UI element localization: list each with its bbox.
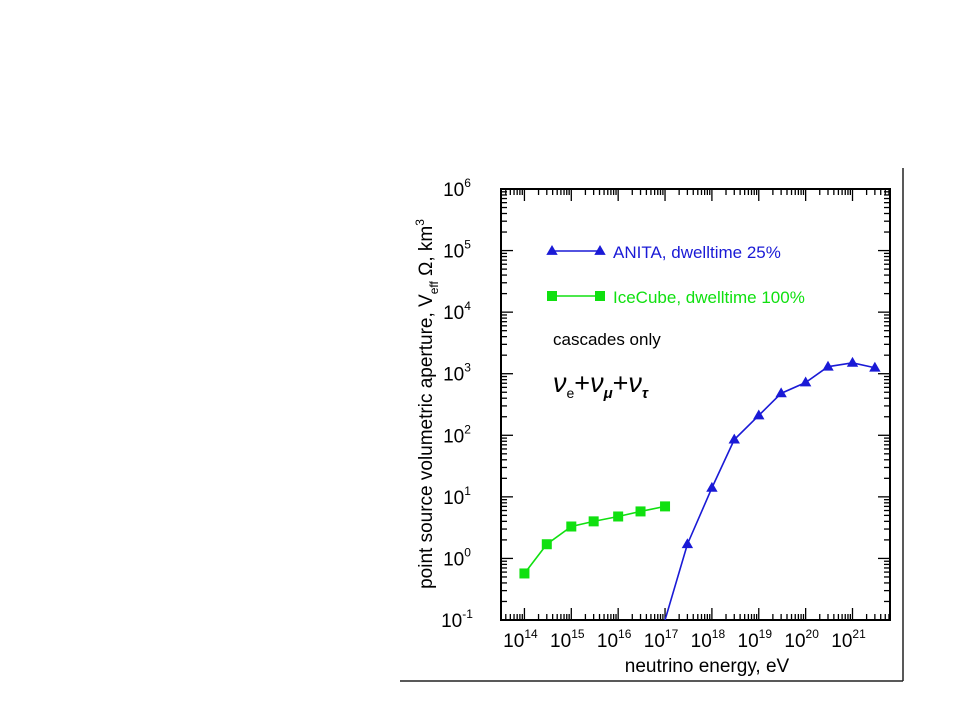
formula-plus-2: + [613,368,629,398]
legend-marker-icecube-2 [595,291,605,301]
formula-nu-mu-sub: μ [603,385,613,402]
legend-entry-icecube: IceCube, dwelltime 100% [547,288,805,307]
x-tick-label: 1018 [691,627,726,652]
data-point [519,568,530,579]
data-point [566,521,577,532]
x-axis-label: neutrino energy, eV [625,656,790,677]
series-anita [664,356,881,620]
formula-nu-tau-sub: τ [642,385,649,402]
y-tick-label: 105 [443,238,471,263]
data-point [681,538,694,549]
series-line [664,362,876,620]
data-point [728,433,740,444]
formula-plus-1: + [574,368,590,398]
x-tick-label: 1015 [550,627,585,652]
y-tick-label: 101 [443,484,471,509]
y-axis-label-sub: eff [427,280,441,294]
annotation-flavor-sum: νe+νμ+ντ [553,368,649,402]
data-point [753,409,765,420]
y-tick-label: 106 [443,176,471,201]
data-point [822,360,834,371]
data-point [799,376,812,387]
formula-nu-e: ν [553,368,567,398]
y-axis-label-tail: Ω, km [416,226,437,281]
series-icecube [519,501,671,579]
data-point [846,356,859,367]
x-tick-labels: 1014 1015 1016 1017 1018 1019 1020 1021 [503,627,866,652]
plot-frame [500,188,891,621]
legend-marker-anita-2 [594,245,606,255]
data-point [541,539,552,550]
series-layer [519,356,881,620]
y-axis-label: point source volumetric aperture, Veff Ω… [413,219,441,589]
data-point [635,506,646,517]
formula-nu-tau: ν [628,368,642,398]
data-point [588,516,599,527]
data-point [706,481,718,492]
legend-label-icecube: IceCube, dwelltime 100% [613,288,805,307]
x-tick-label: 1017 [644,627,679,652]
x-tick-label: 1020 [784,627,819,652]
x-tick-label: 1016 [597,627,632,652]
x-tick-label: 1019 [738,627,773,652]
axis-ticks [501,188,890,621]
y-tick-labels: 10-1 100 101 102 103 104 105 106 [441,176,473,632]
data-point [775,387,787,398]
legend-marker-anita-1 [546,245,558,255]
y-axis-label-sup: 3 [413,219,427,226]
y-tick-label: 10-1 [441,607,473,632]
x-tick-label: 1021 [831,627,866,652]
data-point [613,511,624,522]
annotation-cascades-only: cascades only [553,330,661,349]
data-point [869,361,881,372]
legend-entry-anita: ANITA, dwelltime 25% [546,243,781,262]
y-tick-label: 103 [443,361,471,386]
legend: ANITA, dwelltime 25% IceCube, dwelltime … [546,243,805,307]
y-tick-label: 102 [443,422,471,447]
formula-nu-e-sub: e [567,385,575,401]
formula-nu-mu: ν [590,368,604,398]
legend-marker-icecube-1 [547,291,557,301]
data-point [660,501,671,512]
legend-label-anita: ANITA, dwelltime 25% [613,243,781,262]
y-tick-label: 104 [443,299,471,324]
y-tick-label: 100 [443,545,471,570]
x-tick-label: 1014 [503,627,538,652]
y-axis-label-main: point source volumetric aperture, V [416,294,437,589]
